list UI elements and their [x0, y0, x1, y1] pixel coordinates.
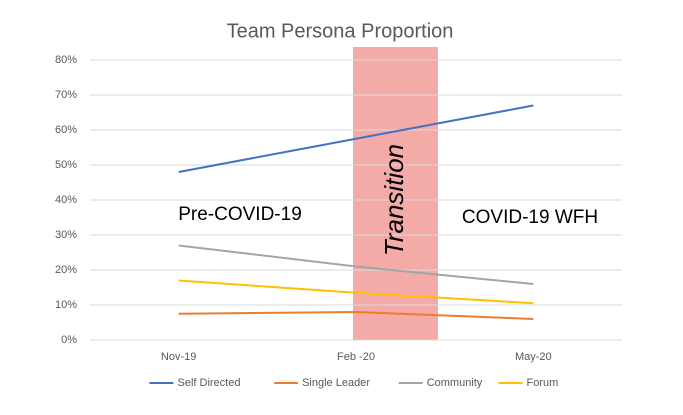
- transition-band: [353, 47, 438, 340]
- series-line: [178, 104, 534, 173]
- y-tick-label: 10%: [55, 299, 77, 311]
- annotation: Pre-COVID-19: [178, 204, 302, 225]
- plot: 0% 10% 20% 30% 40% 50% 60% 70% 80% Nov-19 Feb -20 M…: [55, 54, 622, 363]
- y-tick-label: 20%: [55, 264, 77, 276]
- annotation: Transition: [379, 144, 409, 256]
- x-tick-label: May-20: [515, 351, 552, 363]
- y-tick-label: 40%: [55, 194, 77, 206]
- y-tick-label: 30%: [55, 229, 77, 241]
- y-tick-label: 70%: [55, 89, 77, 101]
- y-tick-label: 80%: [55, 54, 77, 66]
- chart-title: Team Persona Proportion: [227, 20, 454, 42]
- series-line: [178, 310, 534, 320]
- legend-label: Single Leader: [302, 377, 370, 389]
- series-line: [178, 279, 534, 305]
- legend-label: Forum: [527, 377, 559, 389]
- x-tick-label: Nov-19: [161, 351, 196, 363]
- series-line: [178, 244, 534, 285]
- y-tick-label: 60%: [55, 124, 77, 136]
- annotation: COVID-19 WFH: [462, 207, 598, 228]
- y-tick-label: 0%: [61, 334, 77, 346]
- x-tick-label: Feb -20: [337, 351, 375, 363]
- y-tick-label: 50%: [55, 159, 77, 171]
- legend-label: Self Directed: [178, 377, 241, 389]
- legend-label: Community: [427, 377, 483, 389]
